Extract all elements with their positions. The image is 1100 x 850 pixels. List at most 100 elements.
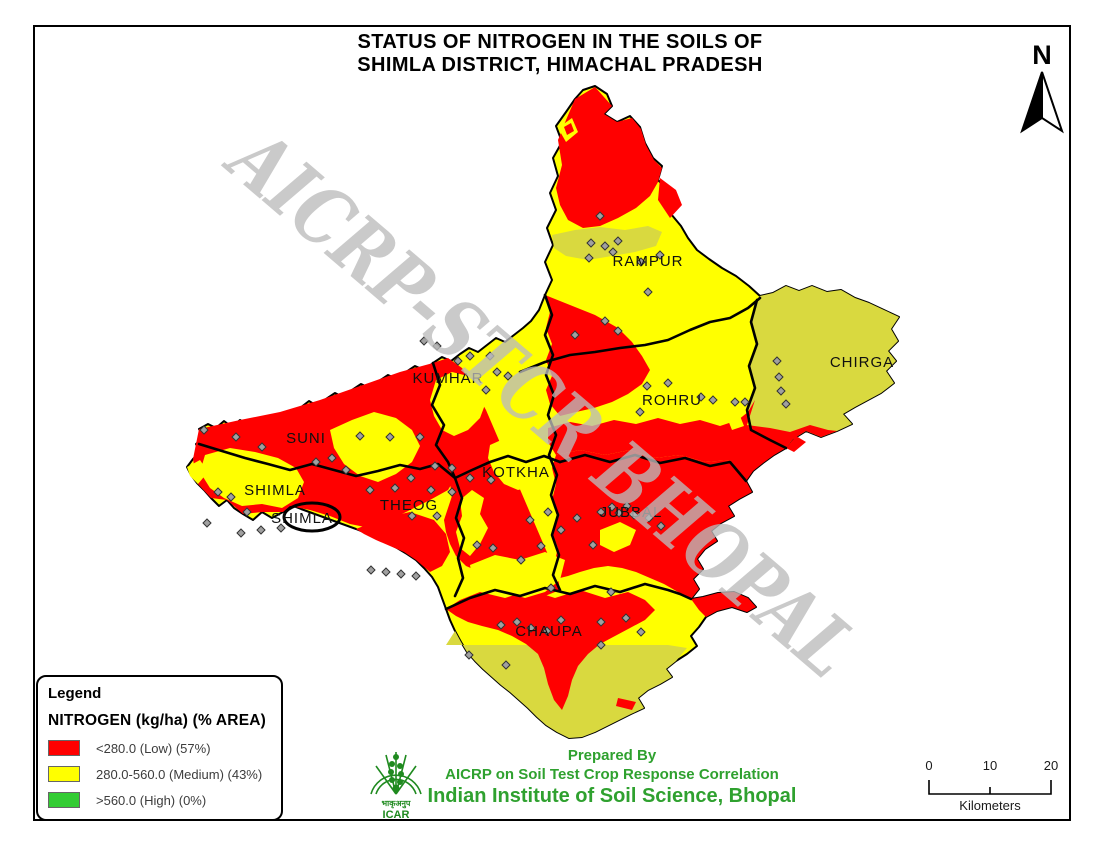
soil-sample-point	[472, 540, 482, 550]
region-label-chaupa: CHAUPA	[515, 623, 582, 640]
soil-sample-point	[586, 238, 596, 248]
soil-sample-point	[411, 571, 421, 581]
north-arrow-right-half	[1041, 71, 1064, 134]
soil-sample-point	[242, 507, 252, 517]
soil-sample-point	[600, 316, 610, 326]
soil-sample-point	[588, 540, 598, 550]
legend-subtitle: NITROGEN (kg/ha) (% AREA)	[48, 712, 266, 729]
soil-sample-point	[447, 463, 457, 473]
soil-sample-point	[432, 511, 442, 521]
soil-sample-point	[481, 385, 491, 395]
soil-sample-point	[740, 397, 750, 407]
soil-sample-point	[663, 378, 673, 388]
soil-sample-point	[636, 257, 646, 267]
soil-sample-point	[781, 399, 791, 409]
soil-sample-point	[608, 247, 618, 257]
soil-sample-point	[231, 432, 241, 442]
region-label-jubbal: JUBBAL	[600, 504, 663, 521]
soil-sample-point	[485, 351, 495, 361]
soil-sample-point	[526, 623, 536, 633]
icar-logo: भाकृअनुप ICAR	[370, 752, 422, 821]
north-arrow-left-half	[1020, 71, 1043, 134]
legend-title: Legend	[48, 685, 102, 702]
legend-item-medium: 280.0-560.0 (Medium) (43%)	[48, 766, 273, 782]
scale-tick-20: 20	[1043, 758, 1059, 773]
soil-sample-point	[447, 487, 457, 497]
soil-sample-point	[696, 392, 706, 402]
title-line-1: STATUS OF NITROGEN IN THE SOILS OF	[357, 31, 763, 53]
soil-sample-point	[415, 432, 425, 442]
soil-sample-point	[464, 650, 474, 660]
credits-institute-line: Indian Institute of Soil Science, Bhopal	[427, 785, 797, 807]
soil-sample-point	[226, 492, 236, 502]
soil-sample-point	[730, 397, 740, 407]
soil-sample-point	[453, 356, 463, 366]
scale-bar: 0 10 20 Kilometers	[905, 758, 1077, 818]
soil-sample-point	[543, 507, 553, 517]
north-arrow: N	[1020, 40, 1064, 134]
soil-sample-point	[584, 253, 594, 263]
region-labels: RAMPUR CHIRGA KUMHAR ROHRU SUNI SHIMLA SHIMLA K…	[244, 253, 894, 640]
region-label-kumhar: KUMHAR	[412, 370, 483, 387]
soil-sample-point	[465, 351, 475, 361]
soil-sample-point	[341, 465, 351, 475]
soil-sample-point	[622, 501, 632, 511]
region-label-rohru: ROHRU	[642, 392, 702, 409]
north-arrow-label: N	[1032, 40, 1052, 70]
soil-sample-point	[426, 485, 436, 495]
soil-sample-point	[419, 336, 429, 346]
soil-sample-point	[644, 513, 654, 523]
region-label-theog: THEOG	[380, 497, 438, 514]
legend-item-high: >560.0 (High) (0%)	[48, 792, 273, 808]
region-label-shimla: SHIMLA	[244, 482, 306, 499]
region-label-suni: SUNI	[286, 430, 326, 447]
scale-tick-0: 0	[925, 758, 933, 773]
soil-sample-point	[366, 565, 376, 575]
soil-sample-point	[390, 483, 400, 493]
soil-sample-point	[708, 395, 718, 405]
soil-sample-point	[406, 473, 416, 483]
soil-sample-point	[407, 511, 417, 521]
region-label-shimla: SHIMLA	[271, 510, 333, 527]
legend-item-low: <280.0 (Low) (57%)	[48, 740, 273, 756]
soil-sample-point	[432, 341, 442, 351]
soil-sample-point	[570, 330, 580, 340]
soil-sample-point	[643, 287, 653, 297]
soil-sample-point	[596, 507, 606, 517]
soil-sample-point	[503, 371, 513, 381]
soil-sample-point	[396, 569, 406, 579]
soil-class-low-regions	[193, 87, 837, 710]
title-line-2: SHIMLA DISTRICT, HIMACHAL PRADESH	[357, 54, 763, 76]
soil-sample-point	[492, 367, 502, 377]
scale-tick-10: 10	[982, 758, 998, 773]
soil-sample-point	[385, 432, 395, 442]
soil-sample-point	[656, 521, 666, 531]
soil-sample-point	[556, 615, 566, 625]
shimla-city-boundary	[282, 501, 342, 533]
credits-block: Prepared By AICRP on Soil Test Crop Resp…	[372, 747, 852, 808]
soil-sample-point	[236, 528, 246, 538]
legend-panel: Legend NITROGEN (kg/ha) (% AREA) <280.0 …	[36, 675, 283, 821]
region-label-chirga: CHIRGA	[830, 354, 894, 371]
soil-sample-point	[202, 518, 212, 528]
icar-logo-hindi-text: भाकृअनुप	[382, 799, 411, 809]
soil-sample-point	[635, 407, 645, 417]
soil-sample-point	[365, 485, 375, 495]
soil-sample-point	[556, 525, 566, 535]
soil-sample-point	[613, 236, 623, 246]
soil-sample-point	[486, 475, 496, 485]
tehsil-boundaries	[197, 293, 788, 611]
soil-sample-points	[199, 211, 791, 670]
soil-sample-point	[636, 627, 646, 637]
soil-sample-point	[488, 543, 498, 553]
soil-sample-point	[213, 487, 223, 497]
soil-sample-point	[772, 356, 782, 366]
soil-sample-point	[311, 457, 321, 467]
soil-sample-point	[516, 555, 526, 565]
soil-sample-point	[613, 326, 623, 336]
soil-sample-point	[465, 473, 475, 483]
soil-class-medium-pockets	[187, 372, 744, 598]
region-label-rampur: RAMPUR	[612, 253, 683, 270]
soil-sample-point	[596, 640, 606, 650]
